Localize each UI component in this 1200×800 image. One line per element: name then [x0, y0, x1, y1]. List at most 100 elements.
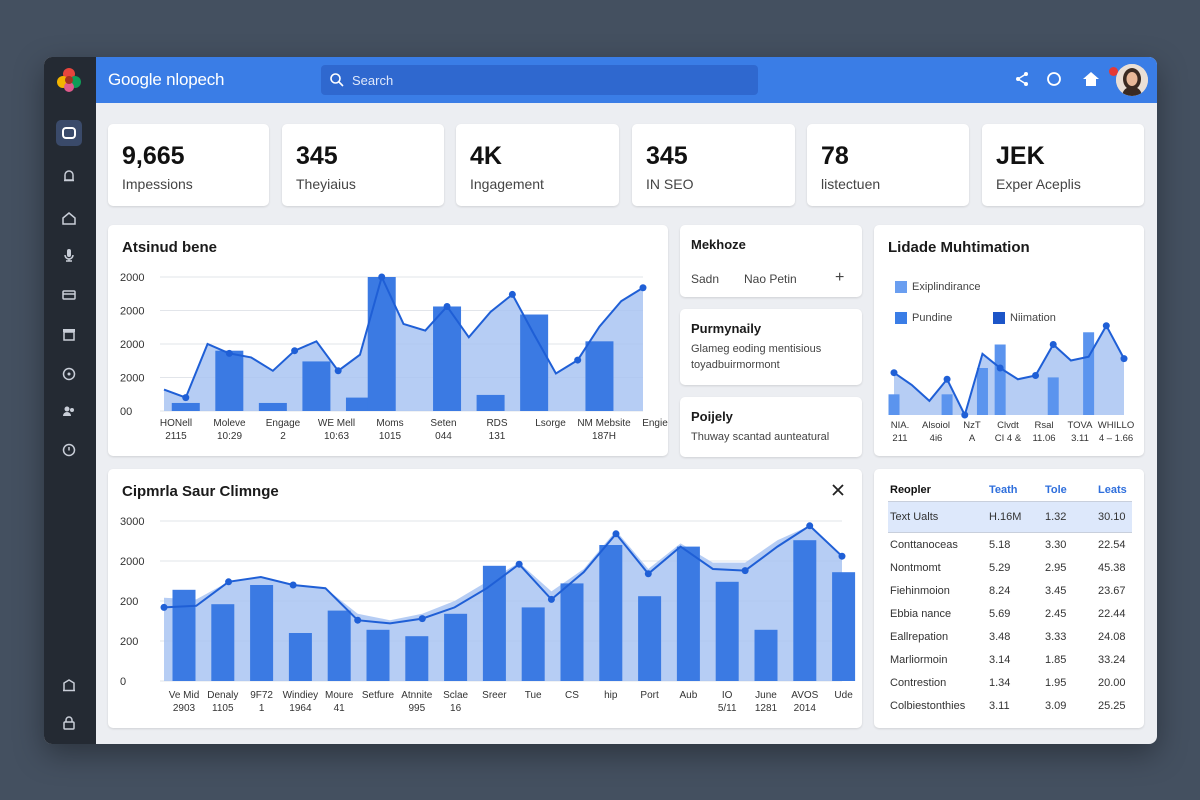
data-point [354, 616, 362, 624]
divider [888, 532, 1132, 533]
data-point [741, 567, 749, 575]
x-tick-label: 131 [489, 431, 506, 442]
line-series [893, 323, 1125, 418]
table-cell: 3.33 [1045, 631, 1067, 643]
x-tick-label: WHILLO [1098, 420, 1134, 431]
add-button[interactable]: + [835, 269, 845, 286]
table-header-cell[interactable]: Leats [1098, 484, 1127, 496]
data-point [225, 578, 233, 586]
x-tick-label: 1281 [755, 703, 778, 714]
data-point [1120, 355, 1128, 363]
x-tick-label: 1105 [212, 703, 234, 714]
stat-card-2: 345 Theyiaius [282, 124, 444, 206]
table-row[interactable]: Colbiestonthies 3.11 3.09 25.25 [888, 695, 1132, 717]
x-tick-label: 16 [450, 703, 462, 714]
table-row[interactable]: Conttanoceas 5.18 3.30 22.54 [888, 534, 1132, 556]
top-bar: Google nlopech Search [96, 57, 1157, 103]
x-tick-label: Engies [642, 418, 668, 429]
table-cell: 1.34 [989, 677, 1011, 689]
sidebar-item-audio[interactable] [56, 242, 82, 268]
x-tick-label: Setfure [362, 690, 395, 701]
table-header-cell[interactable]: Tole [1045, 484, 1067, 496]
x-tick-label: 11.06 [1032, 433, 1055, 444]
table-cell: 3.45 [1045, 585, 1067, 597]
table-cell: 3.11 [989, 700, 1010, 712]
table-row[interactable]: Ebbia nance 5.69 2.45 22.44 [888, 603, 1132, 625]
search-bar[interactable]: Search [321, 65, 758, 95]
y-tick-label: 2000 [120, 339, 144, 351]
panel-text-1: Thuway scantad aunteatural [691, 431, 830, 443]
data-point [1102, 322, 1110, 330]
x-tick-label: Sreer [482, 690, 507, 701]
data-point [160, 603, 168, 611]
table-header-cell[interactable]: Reopler [890, 484, 931, 496]
x-tick-label: 2115 [165, 431, 187, 442]
y-tick-label: 200 [120, 636, 138, 648]
avatar[interactable] [1116, 64, 1148, 96]
y-tick-label: 200 [120, 596, 138, 608]
table-cell: 45.38 [1098, 562, 1126, 574]
sidebar-item-lock[interactable] [56, 710, 82, 736]
data-point [838, 552, 846, 560]
x-tick-label: Ude [834, 690, 853, 701]
table-row[interactable]: Eallrepation 3.48 3.33 24.08 [888, 626, 1132, 648]
bar [482, 565, 506, 681]
x-tick-label: 3.11 [1071, 433, 1089, 444]
data-point [289, 581, 297, 589]
table-row[interactable]: Fiehinmoion 8.24 3.45 23.67 [888, 580, 1132, 602]
data-point [806, 522, 814, 530]
sidebar-item-users[interactable] [56, 398, 82, 424]
stat-value: 345 [646, 142, 688, 170]
table-row[interactable]: Contrestion 1.34 1.95 20.00 [888, 672, 1132, 694]
sidebar-item-analytics[interactable] [56, 205, 82, 231]
table-cell: 22.44 [1098, 608, 1126, 620]
app-logo-icon [57, 68, 81, 92]
sidebar-item-library[interactable] [56, 672, 82, 698]
stat-value: 9,665 [122, 142, 185, 170]
bar [676, 546, 700, 681]
sidebar-item-notifications[interactable] [56, 163, 82, 189]
data-point [515, 560, 523, 568]
x-tick-label: Port [640, 690, 659, 701]
library-icon [63, 679, 75, 692]
table-cell: Fiehinmoion [890, 585, 950, 597]
table-cell: 3.14 [989, 654, 1011, 666]
legend-swatch-2 [895, 312, 907, 324]
x-tick-label: hip [604, 690, 618, 701]
bar [215, 350, 244, 411]
table-cell: 3.48 [989, 631, 1011, 643]
chart-card-1: Atsinud bene 2000 2000 2000 2000 00 HONell 21… [108, 225, 668, 456]
search-input[interactable]: Search [352, 73, 394, 88]
x-tick-label: 2 [280, 431, 286, 442]
close-icon[interactable] [831, 483, 845, 497]
x-tick-label: Denaly [207, 690, 238, 701]
bar [599, 545, 623, 681]
sidebar-item-cards[interactable] [56, 282, 82, 308]
y-tick-label: 2000 [120, 556, 144, 568]
legend-swatch-1 [895, 281, 907, 293]
sidebar-item-dashboard[interactable] [56, 120, 82, 146]
x-tick-label: WE Mell [318, 418, 355, 429]
bar [1047, 377, 1059, 415]
notification-icon[interactable] [1045, 70, 1063, 88]
table-cell: 30.10 [1098, 511, 1126, 523]
panel-purmynaily: Purmynaily Glameg eoding mentisious toya… [680, 309, 862, 385]
sidebar-item-messages[interactable] [56, 361, 82, 387]
bar [288, 633, 312, 681]
table-cell: 25.25 [1098, 700, 1126, 712]
x-tick-label: Atnnite [401, 690, 433, 701]
share-icon[interactable] [1013, 70, 1031, 88]
bar [171, 402, 200, 411]
stat-card-5: 78 listectuen [807, 124, 969, 206]
home-icon[interactable] [1081, 70, 1101, 88]
sidebar-item-history[interactable] [56, 437, 82, 463]
sidebar-item-archive[interactable] [56, 321, 82, 347]
x-tick-label: 044 [435, 431, 452, 442]
stat-label: listectuen [821, 176, 881, 192]
table-row[interactable]: Marliormoin 3.14 1.85 33.24 [888, 649, 1132, 671]
chat-icon [62, 367, 76, 381]
table-row-selected[interactable]: Text Ualts H.16M 1.32 30.10 [888, 502, 1132, 532]
table-header-cell[interactable]: Teath [989, 484, 1018, 496]
table-row[interactable]: Nontmomt 5.29 2.95 45.38 [888, 557, 1132, 579]
x-tick-label: 10:63 [324, 431, 349, 442]
